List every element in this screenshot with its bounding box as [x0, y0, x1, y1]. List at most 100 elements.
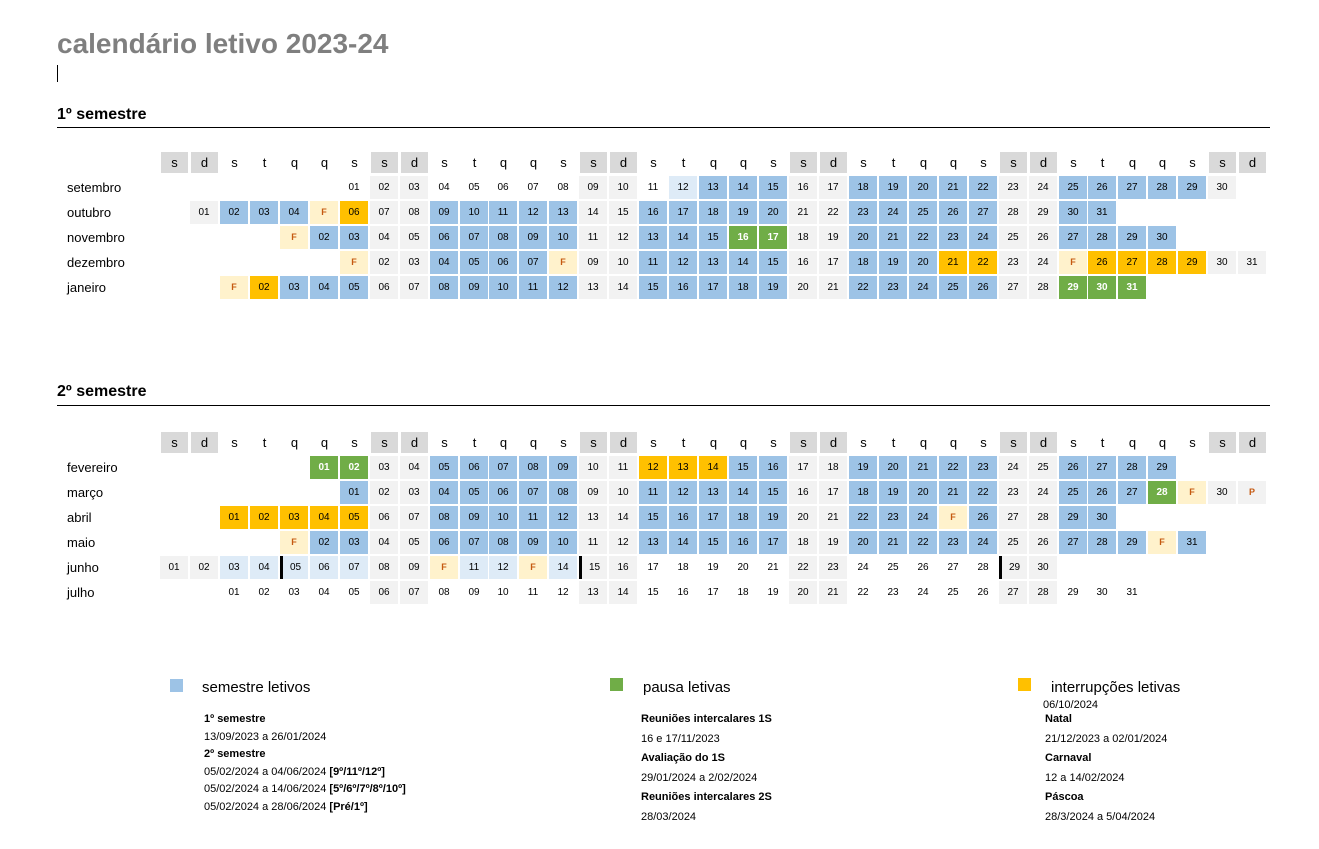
day-cell: 18	[669, 556, 697, 579]
day-cell: 29	[1178, 176, 1206, 199]
day-cell: 09	[460, 506, 488, 529]
day-cell: 10	[460, 201, 488, 224]
text-cursor	[57, 65, 58, 82]
day-cell: 15	[609, 201, 637, 224]
day-cell: 15	[639, 506, 667, 529]
day-cell: 23	[879, 581, 907, 604]
day-cell: 14	[579, 201, 607, 224]
weekday-header: q	[499, 435, 508, 450]
semestre-legend-title: semestre letivos	[202, 679, 311, 696]
semestre-color-swatch	[170, 679, 183, 692]
day-cell: 01	[190, 201, 218, 224]
day-cell: 17	[669, 201, 697, 224]
legend-item: Avaliação do 1S	[641, 749, 725, 769]
month-label: maio	[67, 535, 96, 550]
day-cell: 25	[1059, 481, 1087, 504]
day-cell: 07	[370, 201, 398, 224]
day-cell: 14	[669, 226, 697, 249]
day-cell: 09	[579, 176, 607, 199]
day-cell: 14	[609, 506, 637, 529]
day-cell: 04	[310, 276, 338, 299]
day-cell: 28	[1029, 581, 1057, 604]
day-cell: 20	[849, 531, 877, 554]
day-cell: 11	[579, 531, 607, 554]
legend-item: Natal	[1045, 710, 1072, 730]
day-cell: 17	[699, 506, 727, 529]
day-cell: 15	[639, 581, 667, 604]
weekday-header: d	[401, 432, 428, 453]
day-cell: 15	[759, 481, 787, 504]
weekday-header: q	[499, 155, 508, 170]
day-cell: 05	[340, 506, 368, 529]
weekday-header: q	[290, 435, 299, 450]
day-cell: 04	[430, 481, 458, 504]
day-cell: 05	[430, 456, 458, 479]
day-cell: 12	[519, 201, 547, 224]
weekday-header: s	[441, 155, 448, 170]
day-cell: 29	[1118, 226, 1146, 249]
weekday-header: s	[790, 152, 817, 173]
legend-item: Reuniões intercalares 2S	[641, 788, 772, 808]
day-cell: 10	[579, 456, 607, 479]
day-cell: 11	[519, 506, 547, 529]
day-cell: 12	[669, 251, 697, 274]
day-cell: 06	[489, 251, 517, 274]
weekday-header: d	[401, 152, 428, 173]
weekday-header: t	[262, 155, 267, 170]
day-cell: 01	[220, 581, 248, 604]
day-cell: 03	[280, 276, 308, 299]
weekday-header: s	[560, 155, 567, 170]
day-cell: F	[280, 226, 308, 249]
legend-item: 28/3/2024 a 5/04/2024	[1045, 808, 1155, 828]
day-cell: 20	[909, 251, 937, 274]
day-cell: 18	[699, 201, 727, 224]
day-cell: 11	[579, 226, 607, 249]
day-cell: F	[280, 531, 308, 554]
day-cell: F	[939, 506, 967, 529]
weekday-header: s	[1189, 155, 1196, 170]
day-cell: 23	[879, 276, 907, 299]
day-cell: 18	[729, 506, 757, 529]
weekday-header: s	[1209, 432, 1236, 453]
day-cell: 22	[849, 276, 877, 299]
day-cell: 04	[280, 201, 308, 224]
day-cell: 09	[579, 481, 607, 504]
day-cell: 31	[1088, 201, 1116, 224]
day-cell: 09	[460, 276, 488, 299]
day-cell: 08	[489, 226, 517, 249]
day-cell: 06	[460, 456, 488, 479]
legend-item: 05/02/2024 a 04/06/2024 [9º/11º/12º]	[204, 763, 385, 783]
pausa-color-swatch	[610, 678, 623, 691]
weekday-header: s	[161, 152, 188, 173]
day-cell: 19	[759, 581, 787, 604]
legend-item: Carnaval	[1045, 749, 1091, 769]
legend-item: 05/02/2024 a 28/06/2024 [Pré/1º]	[204, 798, 368, 818]
legend-item: Reuniões intercalares 1S	[641, 710, 772, 730]
day-cell: 24	[1029, 251, 1057, 274]
day-cell: 12	[489, 556, 517, 579]
day-cell: 30	[1088, 276, 1116, 299]
day-cell: 13	[639, 531, 667, 554]
weekday-header: d	[191, 152, 218, 173]
day-cell: 05	[400, 226, 428, 249]
day-cell: 20	[909, 176, 937, 199]
day-cell: 30	[1059, 201, 1087, 224]
weekday-header: q	[919, 155, 928, 170]
legend-item-text: Páscoa	[1045, 791, 1084, 804]
day-cell: 21	[939, 251, 967, 274]
day-cell: 02	[220, 201, 248, 224]
day-cell: 28	[969, 556, 997, 579]
day-cell: 26	[1029, 531, 1057, 554]
weekday-header: q	[529, 155, 538, 170]
month-label: setembro	[67, 180, 122, 195]
day-cell: 12	[609, 226, 637, 249]
day-cell: 26	[1029, 226, 1057, 249]
day-cell: 24	[909, 581, 937, 604]
day-cell: 10	[489, 506, 517, 529]
day-cell: 21	[819, 581, 847, 604]
day-cell: 11	[460, 556, 488, 579]
day-cell: 19	[879, 481, 907, 504]
day-cell: 11	[489, 201, 517, 224]
day-cell: 14	[609, 581, 637, 604]
day-cell: 11	[639, 251, 667, 274]
